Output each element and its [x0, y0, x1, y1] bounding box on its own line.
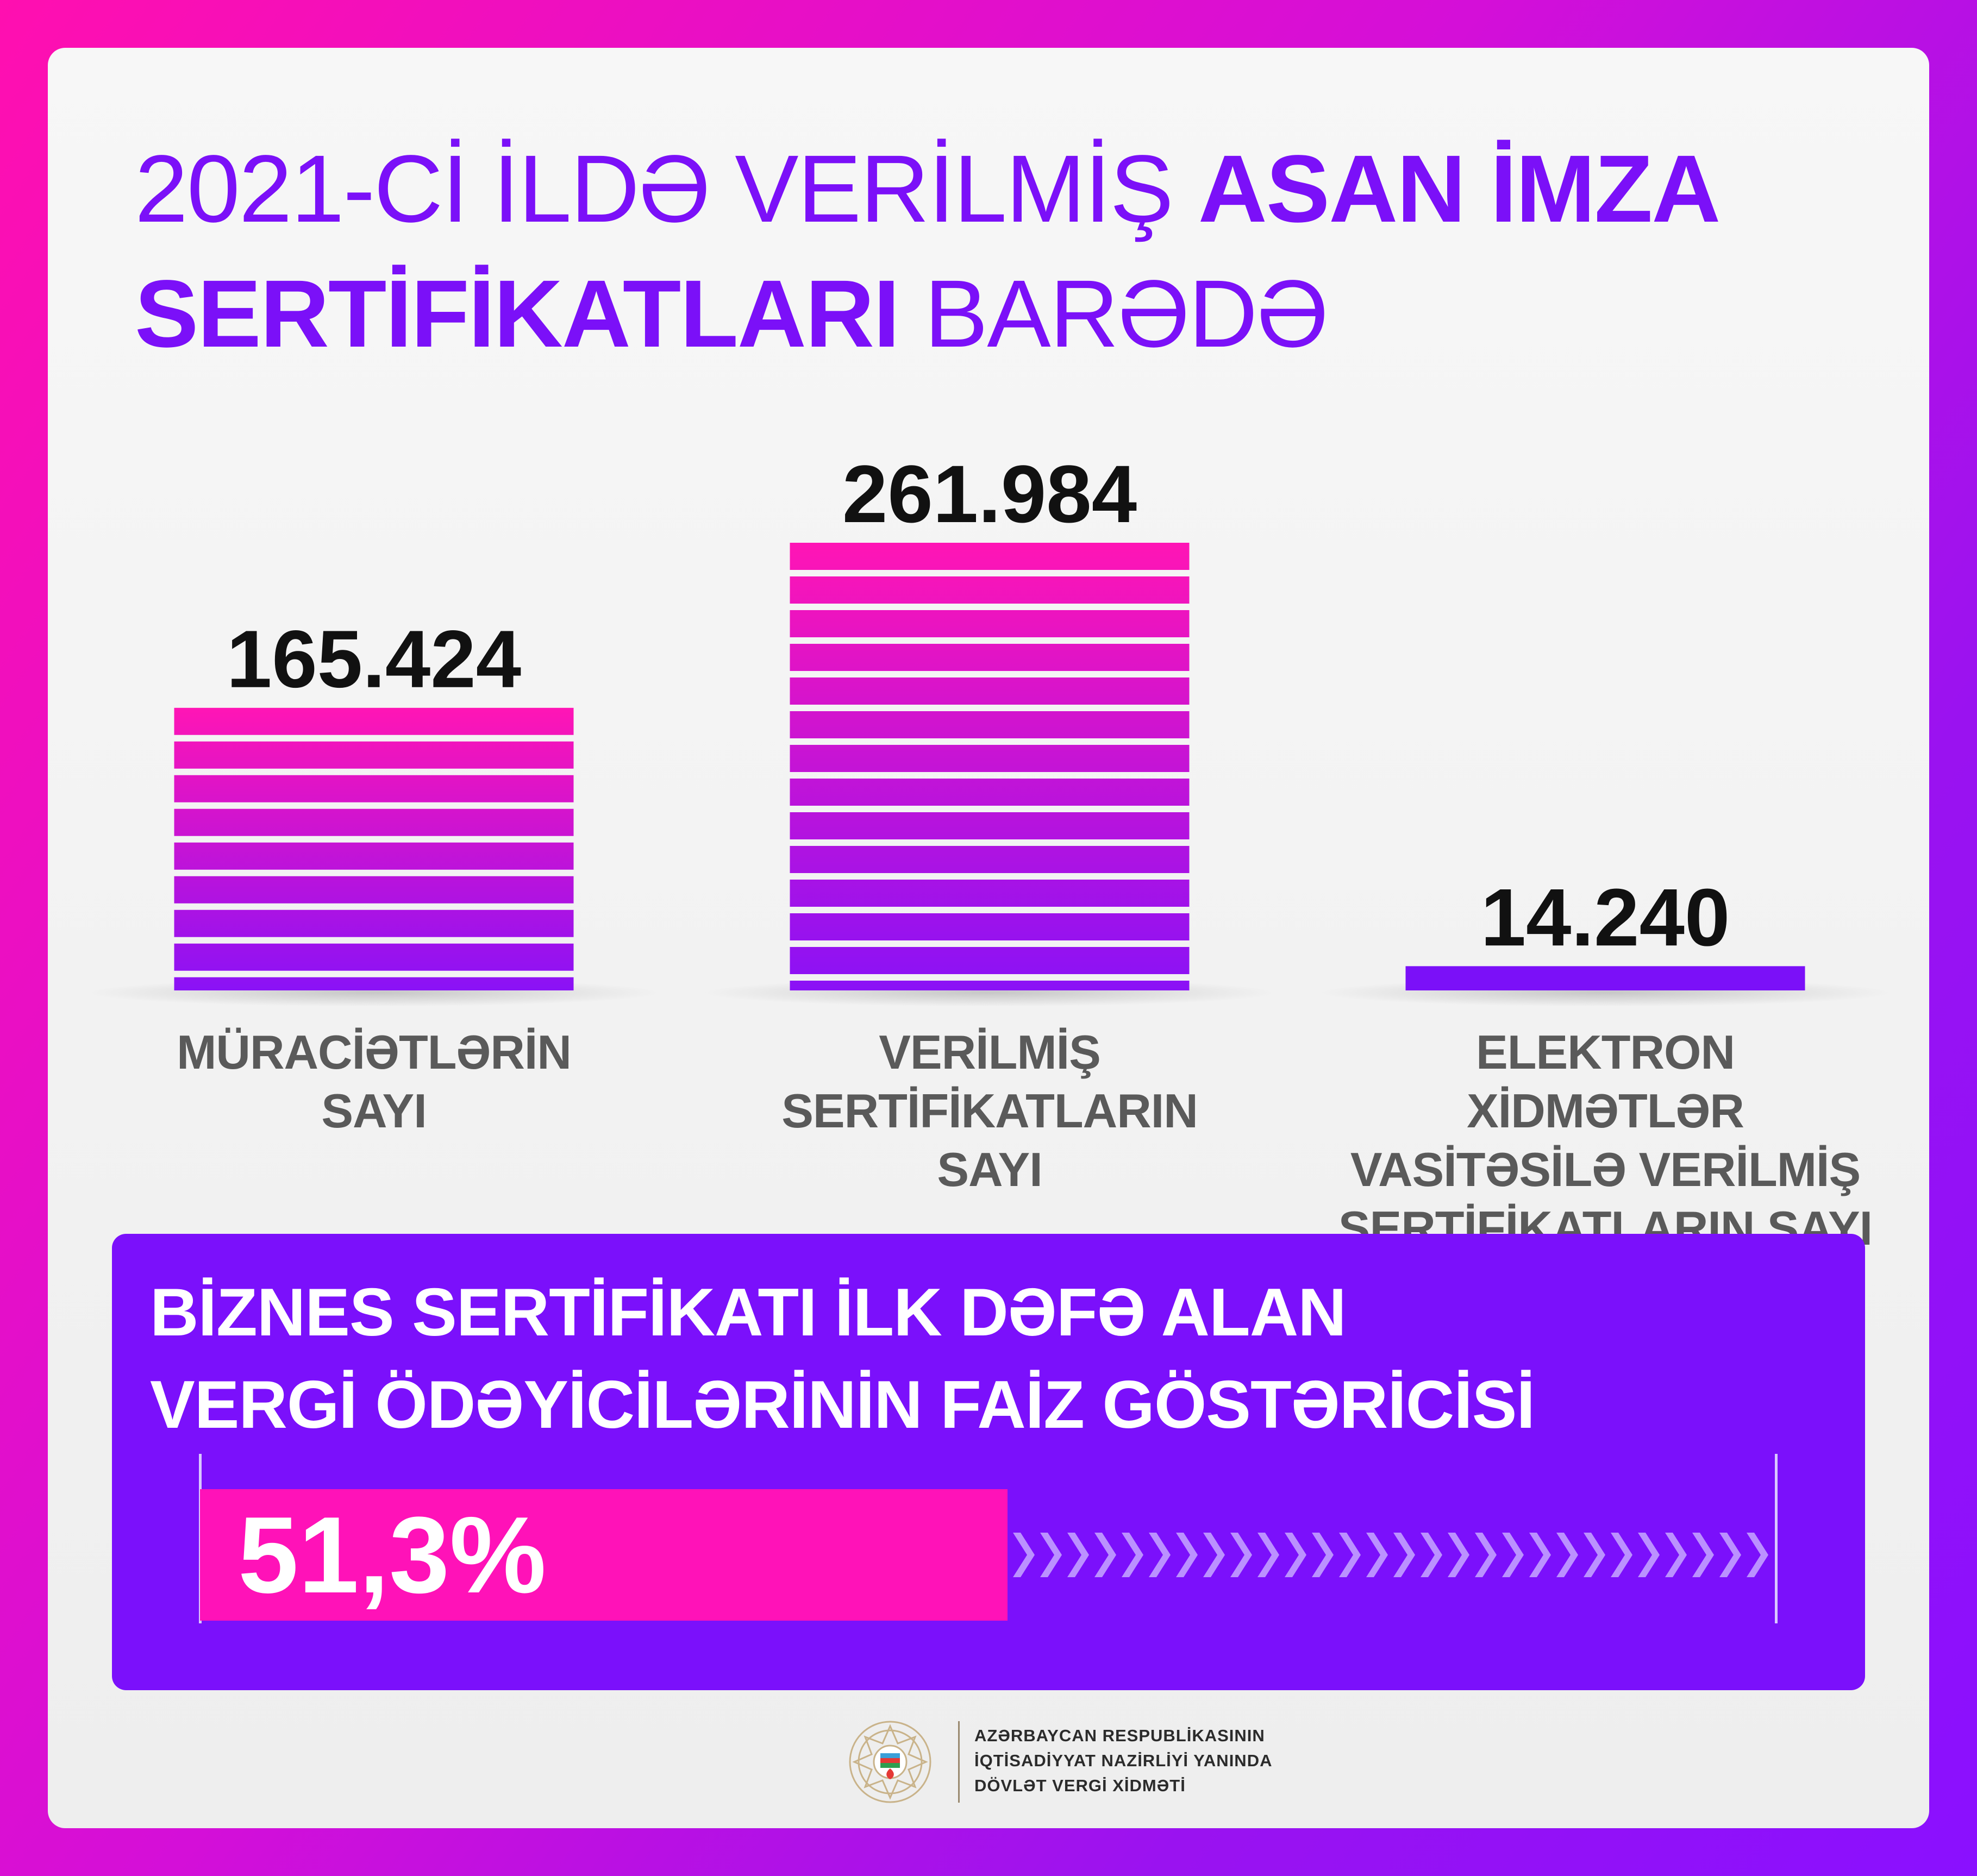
chevron-icon	[1257, 1533, 1279, 1577]
chevron-icon	[1094, 1533, 1116, 1577]
chevron-icon	[1529, 1533, 1551, 1577]
chevron-icon	[1501, 1533, 1524, 1577]
chevron-icon	[1040, 1533, 1062, 1577]
chevron-icon	[1393, 1533, 1415, 1577]
chevron-icon	[1556, 1533, 1578, 1577]
chevron-icon	[1338, 1533, 1361, 1577]
chevron-icon	[1474, 1533, 1497, 1577]
bar-3	[1405, 966, 1805, 990]
track-end-tick	[1775, 1454, 1778, 1623]
footer-logo: AZƏRBAYCAN RESPUBLİKASININ İQTİSADİYYAT …	[847, 1716, 1336, 1808]
percent-panel: BİZNES SERTİFİKATI İLK DƏFƏ ALAN VERGİ Ö…	[112, 1234, 1865, 1690]
category-label-2-line: SAYI	[937, 1143, 1042, 1196]
bar-chart: 165.424 261.984 14.240	[86, 448, 1893, 1007]
progress-track: 51,3%	[200, 1489, 1774, 1621]
category-label-3-line: VASİTƏSİLƏ VERİLMİŞ	[1350, 1143, 1861, 1196]
title-part-4: BARƏDƏ	[898, 261, 1329, 367]
chevron-icon	[1420, 1533, 1442, 1577]
bar-3-fill	[1405, 966, 1805, 990]
category-label-3-line: ELEKTRON XİDMƏTLƏR	[1467, 1025, 1744, 1138]
chevron-icon	[1637, 1533, 1660, 1577]
footer-text: AZƏRBAYCAN RESPUBLİKASININ İQTİSADİYYAT …	[974, 1723, 1355, 1798]
chevron-icon	[1175, 1533, 1198, 1577]
chevron-icon	[1148, 1533, 1171, 1577]
percent-value: 51,3%	[238, 1495, 547, 1616]
category-label-2: VERİLMİŞ SERTİFİKATLARIN SAYI	[718, 1023, 1261, 1199]
percent-panel-title: BİZNES SERTİFİKATI İLK DƏFƏ ALAN VERGİ Ö…	[150, 1266, 1835, 1451]
progress-fill	[200, 1489, 1008, 1621]
footer-separator	[958, 1721, 960, 1803]
chevron-icon	[1665, 1533, 1687, 1577]
footer-line-2: İQTİSADİYYAT NAZİRLİYİ YANINDA	[974, 1751, 1273, 1770]
title-part-3: SERTİFİKATLARI	[135, 261, 900, 367]
chevron-icon	[1447, 1533, 1469, 1577]
bar-2-value-label: 261.984	[842, 448, 1137, 539]
category-label-1-line: SAYI	[321, 1084, 427, 1138]
percent-title-line-1: BİZNES SERTİFİKATI İLK DƏFƏ ALAN	[150, 1275, 1347, 1350]
chevron-icon	[1692, 1533, 1714, 1577]
chevron-icon	[1284, 1533, 1306, 1577]
category-label-2-line: SERTİFİKATLARIN	[781, 1084, 1198, 1138]
chevron-icon	[1203, 1533, 1225, 1577]
bar-1-value-label: 165.424	[227, 613, 521, 705]
chevron-icon	[1012, 1533, 1035, 1577]
category-label-2-line: VERİLMİŞ	[879, 1025, 1101, 1079]
chevron-icon	[1067, 1533, 1089, 1577]
infographic-card: 2021-Cİ İLDƏ VERİLMİŞ ASAN İMZA SERTİFİK…	[48, 48, 1929, 1828]
title-line-1: 2021-Cİ İLDƏ VERİLMİŞ ASAN İMZA	[135, 127, 1874, 252]
chevron-icon	[1719, 1533, 1741, 1577]
title-line-2: SERTİFİKATLARI BARƏDƏ	[135, 252, 1874, 377]
chevron-icon	[1366, 1533, 1388, 1577]
percent-title-line-2: VERGİ ÖDƏYİCİLƏRİNİN FAİZ GÖSTƏRİCİSİ	[150, 1367, 1535, 1442]
chevron-icon	[1610, 1533, 1632, 1577]
chevron-arrows-icon	[1012, 1533, 1768, 1577]
title-part-2: ASAN İMZA	[1198, 136, 1721, 242]
bar-2-fill	[790, 543, 1190, 990]
bar-1	[174, 707, 574, 990]
chevron-icon	[1311, 1533, 1334, 1577]
chevron-icon	[1230, 1533, 1252, 1577]
footer-line-1: AZƏRBAYCAN RESPUBLİKASININ	[974, 1726, 1265, 1745]
azerbaijan-emblem-icon	[849, 1721, 931, 1803]
category-label-1: MÜRACİƏTLƏRİN SAYI	[102, 1023, 646, 1140]
title-part-1: 2021-Cİ İLDƏ VERİLMİŞ	[135, 136, 1198, 242]
bar-2	[790, 543, 1190, 990]
bar-3-value-label: 14.240	[1481, 871, 1730, 963]
chevron-icon	[1746, 1533, 1768, 1577]
category-label-3: ELEKTRON XİDMƏTLƏR VASİTƏSİLƏ VERİLMİŞ SER…	[1334, 1023, 1877, 1258]
bar-1-fill	[174, 707, 574, 990]
chevron-icon	[1121, 1533, 1143, 1577]
page-title: 2021-Cİ İLDƏ VERİLMİŞ ASAN İMZA SERTİFİK…	[135, 127, 1874, 377]
category-label-1-line: MÜRACİƏTLƏRİN	[177, 1025, 572, 1079]
chevron-icon	[1583, 1533, 1605, 1577]
footer-line-3: DÖVLƏT VERGİ XİDMƏTİ	[974, 1776, 1186, 1795]
